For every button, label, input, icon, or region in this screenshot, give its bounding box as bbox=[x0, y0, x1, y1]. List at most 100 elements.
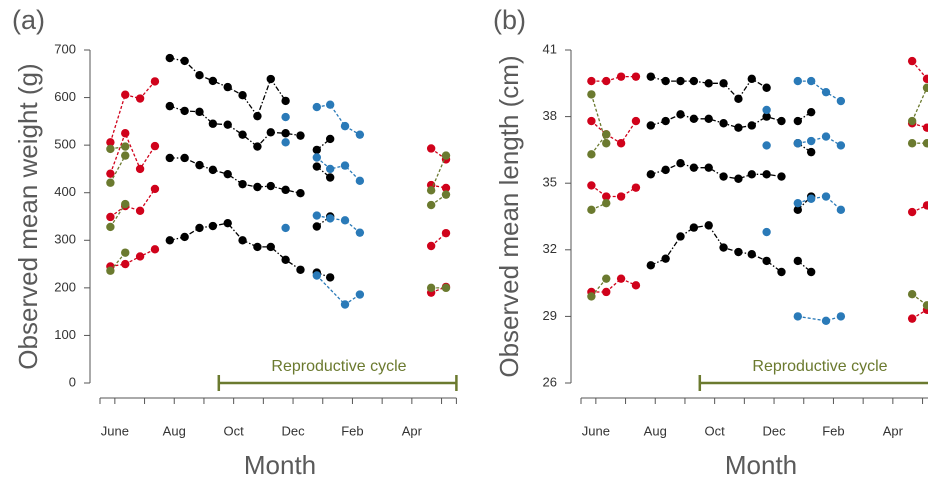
data-point bbox=[355, 130, 365, 139]
panel: (b) Observed mean length (cm) Month 26 29 32 3… bbox=[493, 5, 928, 480]
data-point bbox=[704, 79, 713, 88]
data-point bbox=[441, 283, 451, 293]
data-point bbox=[907, 314, 917, 323]
y-tick-label: 200 bbox=[54, 279, 76, 294]
data-point bbox=[106, 222, 115, 232]
data-point bbox=[587, 116, 596, 126]
data-point bbox=[806, 76, 816, 86]
y-tick-label: 300 bbox=[54, 232, 76, 247]
data-point bbox=[777, 267, 786, 277]
data-point bbox=[121, 151, 130, 160]
data-point bbox=[836, 141, 846, 150]
data-point bbox=[602, 76, 611, 86]
data-point bbox=[281, 138, 290, 147]
data-point bbox=[296, 188, 305, 198]
series-line bbox=[650, 224, 782, 273]
data-point bbox=[208, 76, 218, 86]
data-point bbox=[355, 228, 365, 237]
data-point bbox=[631, 116, 641, 126]
series-line bbox=[109, 155, 126, 184]
data-point bbox=[793, 76, 803, 86]
data-point bbox=[121, 142, 130, 151]
data-point bbox=[195, 71, 204, 80]
data-point bbox=[836, 312, 846, 321]
data-point bbox=[223, 218, 232, 228]
data-point bbox=[719, 243, 728, 252]
data-point bbox=[312, 271, 322, 280]
data-point bbox=[253, 142, 262, 151]
series-line bbox=[316, 214, 361, 234]
series-line bbox=[797, 80, 842, 102]
y-tick-label: 38 bbox=[543, 108, 557, 123]
data-point bbox=[281, 223, 290, 233]
data-point bbox=[836, 96, 846, 106]
data-point bbox=[646, 261, 655, 270]
data-point bbox=[106, 212, 115, 222]
data-point bbox=[922, 83, 928, 92]
data-point bbox=[793, 116, 803, 126]
data-point bbox=[312, 222, 322, 231]
data-point bbox=[907, 139, 917, 148]
series-line bbox=[591, 184, 637, 198]
data-point bbox=[266, 128, 275, 137]
data-point bbox=[806, 107, 816, 117]
data-point bbox=[150, 77, 160, 86]
data-point bbox=[704, 221, 713, 230]
data-point bbox=[806, 194, 816, 203]
data-point bbox=[180, 153, 189, 163]
x-tick-label: Apr bbox=[402, 423, 423, 438]
y-tick-label: 400 bbox=[54, 184, 76, 199]
data-point bbox=[616, 274, 626, 283]
series-line bbox=[316, 103, 361, 136]
data-point bbox=[325, 134, 335, 144]
x-tick-label: Aug bbox=[163, 423, 186, 438]
y-tick-label: 600 bbox=[54, 89, 76, 104]
data-point bbox=[106, 144, 115, 154]
data-point bbox=[821, 192, 831, 201]
panel-title: (b) bbox=[493, 5, 526, 35]
data-point bbox=[762, 256, 771, 266]
data-point bbox=[180, 106, 189, 116]
data-point bbox=[223, 82, 232, 92]
data-point bbox=[296, 265, 305, 274]
data-point bbox=[165, 153, 174, 163]
data-point bbox=[253, 182, 262, 192]
series-line bbox=[316, 157, 361, 182]
series-line bbox=[911, 60, 928, 80]
series-line bbox=[911, 87, 928, 122]
data-point bbox=[355, 290, 365, 299]
data-point bbox=[777, 172, 786, 181]
data-point bbox=[631, 72, 641, 81]
data-point bbox=[106, 266, 115, 275]
data-point bbox=[747, 250, 756, 259]
data-point bbox=[631, 281, 641, 290]
data-point bbox=[793, 198, 803, 208]
series-line bbox=[109, 252, 126, 272]
data-point bbox=[223, 120, 232, 129]
data-point bbox=[426, 200, 436, 210]
data-point bbox=[266, 181, 275, 191]
data-point bbox=[238, 90, 247, 100]
data-point bbox=[646, 121, 655, 130]
y-tick-label: 26 bbox=[543, 374, 557, 389]
data-point bbox=[602, 198, 611, 208]
panel-title: (a) bbox=[12, 5, 45, 35]
data-point bbox=[150, 245, 160, 254]
data-point bbox=[325, 273, 335, 282]
x-tick-label: Aug bbox=[644, 423, 667, 438]
data-point bbox=[661, 76, 670, 86]
data-point bbox=[661, 116, 670, 126]
data-point bbox=[704, 114, 713, 124]
y-tick-label: 100 bbox=[54, 327, 76, 342]
x-tick-label: Oct bbox=[224, 423, 245, 438]
data-point bbox=[587, 205, 596, 215]
data-point bbox=[616, 72, 626, 81]
data-point bbox=[806, 136, 816, 146]
data-point bbox=[602, 287, 611, 297]
data-point bbox=[340, 216, 350, 225]
data-point bbox=[281, 96, 290, 106]
data-point bbox=[340, 300, 350, 309]
series-line bbox=[169, 105, 301, 148]
data-point bbox=[602, 139, 611, 148]
y-tick-label: 0 bbox=[69, 374, 76, 389]
